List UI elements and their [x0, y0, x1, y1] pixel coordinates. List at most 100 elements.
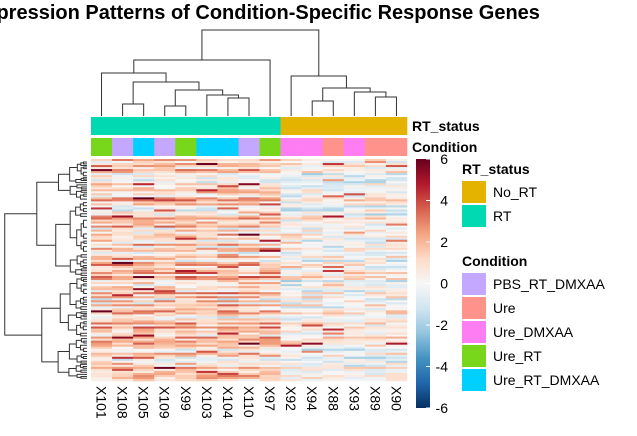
heatmap-cell [217, 274, 239, 277]
heatmap-cell [154, 233, 176, 236]
heatmap-cell [238, 276, 260, 279]
heatmap-cell [91, 225, 113, 228]
heatmap-cell [259, 211, 281, 214]
heatmap-cell [217, 261, 239, 265]
heatmap-cell [238, 332, 260, 335]
dendrogram-branch [80, 338, 87, 343]
heatmap-cell [259, 332, 281, 335]
heatmap-cell [112, 348, 134, 352]
heatmap-cell [343, 270, 366, 273]
heatmap-cell [322, 354, 345, 358]
heatmap-cell [217, 263, 239, 267]
heatmap-cell [175, 217, 197, 220]
heatmap-cell [217, 213, 239, 216]
heatmap-cell [154, 364, 176, 368]
heatmap-cell [217, 231, 239, 234]
dendrogram-branch [83, 240, 87, 244]
dendrogram-branch [80, 272, 87, 276]
heatmap-cell [364, 370, 387, 374]
heatmap-cell [196, 308, 218, 311]
heatmap-cell [322, 348, 345, 352]
heatmap-cell [343, 191, 366, 194]
heatmap-cell [217, 330, 239, 333]
heatmap-cell [175, 314, 197, 317]
heatmap-cell [343, 276, 366, 279]
heatmap-cell [301, 233, 324, 236]
heatmap-cell [112, 193, 134, 196]
heatmap-cell [385, 161, 408, 164]
heatmap-cell [133, 247, 155, 251]
heatmap-cell [322, 322, 345, 325]
heatmap-cell [112, 215, 134, 218]
heatmap-cell [343, 342, 366, 345]
heatmap-cell [322, 290, 345, 293]
heatmap-cell [133, 334, 155, 337]
heatmap-cell [280, 169, 302, 172]
heatmap-cell [91, 263, 113, 267]
heatmap-cell [91, 344, 113, 347]
heatmap-cell [175, 249, 197, 253]
heatmap-cell [133, 173, 155, 176]
heatmap-cell [280, 366, 302, 370]
heatmap-cell [91, 282, 113, 285]
heatmap-cell [385, 356, 408, 360]
heatmap-cell [133, 255, 155, 259]
heatmap-cell [154, 326, 176, 329]
heatmap-cell [364, 344, 387, 347]
heatmap-cell [112, 239, 134, 243]
heatmap-cell [196, 205, 218, 208]
heatmap-cell [217, 346, 239, 350]
color-scale-tick-label: -4 [436, 359, 449, 375]
heatmap-cell [343, 332, 366, 335]
heatmap-cell [196, 302, 218, 305]
heatmap-cell [238, 316, 260, 319]
heatmap-cell [322, 177, 345, 180]
heatmap-cell [238, 231, 260, 234]
heatmap-cell [364, 239, 387, 243]
heatmap-cell [364, 342, 387, 345]
heatmap-cell [301, 179, 324, 182]
heatmap-cell [238, 209, 260, 212]
heatmap-cell [343, 195, 366, 198]
column-label: X108 [115, 386, 131, 419]
heatmap-cell [322, 191, 345, 194]
heatmap-cell [91, 346, 113, 350]
heatmap-cell [154, 251, 176, 255]
heatmap-cell [259, 294, 281, 297]
heatmap-cell [364, 288, 387, 291]
heatmap-cell [301, 354, 324, 358]
heatmap-cell [259, 161, 281, 164]
heatmap-cell [154, 290, 176, 293]
heatmap-cell [364, 181, 387, 184]
heatmap-cell [154, 270, 176, 273]
heatmap-cell [385, 241, 408, 245]
heatmap-cell [133, 346, 155, 350]
heatmap-cell [280, 298, 302, 301]
heatmap-cell [259, 255, 281, 259]
heatmap-cell [343, 193, 366, 196]
heatmap-cell [238, 187, 260, 190]
heatmap-cell [217, 276, 239, 279]
heatmap-cell [238, 233, 260, 236]
heatmap-cell [154, 328, 176, 331]
dendrogram-branch [322, 87, 371, 101]
annotation-cell [364, 138, 387, 156]
heatmap-cell [364, 326, 387, 329]
heatmap-cell [112, 374, 134, 378]
heatmap-cell [112, 282, 134, 285]
heatmap-cell [343, 314, 366, 317]
heatmap-cell [238, 179, 260, 182]
heatmap-cell [112, 322, 134, 325]
heatmap-cell [364, 354, 387, 358]
color-scale-bar [416, 159, 430, 408]
heatmap-cell [322, 294, 345, 297]
dendrogram-branch [122, 103, 145, 116]
heatmap-cell [301, 274, 324, 277]
heatmap-cell [343, 362, 366, 366]
heatmap-cell [91, 245, 113, 249]
heatmap-cell [364, 362, 387, 366]
heatmap-cell [91, 213, 113, 216]
heatmap-cell [133, 223, 155, 226]
heatmap-cell [364, 296, 387, 299]
dendrogram-branch [353, 91, 387, 116]
